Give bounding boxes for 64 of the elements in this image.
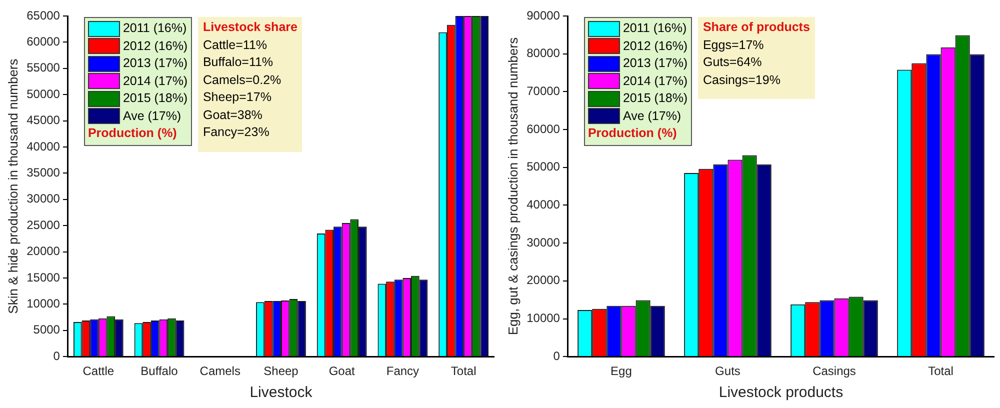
annotation: Sheep=17% [202, 89, 272, 106]
annotation: Guts=64% [702, 54, 763, 71]
y-tick-label: 45000 [26, 113, 60, 128]
x-tick-label: Guts [715, 364, 740, 378]
legend-label: 2013 (17%) [622, 55, 688, 72]
x-tick-label: Egg [610, 364, 632, 378]
y-tick-label: 40000 [26, 139, 60, 154]
legend-label: 2011 (16%) [622, 20, 687, 37]
legend-title: Production (%) [88, 125, 178, 142]
y-tick-label: 50000 [26, 86, 60, 101]
y-tick-label: 60000 [526, 122, 560, 136]
y-tick-label: 40000 [526, 198, 560, 212]
annotation: Buffalo=11% [202, 54, 274, 71]
annotation: Goat=38% [202, 106, 264, 124]
y-tick-label: 0 [553, 348, 560, 363]
y-tick-label: 10000 [26, 296, 60, 311]
legend-label: 2014 (17%) [622, 72, 688, 90]
y-tick-label: 20000 [526, 273, 560, 288]
legend-title: Production (%) [588, 125, 678, 142]
y-axis-title: Egg, gut & casings production in thousand numbers [505, 36, 520, 336]
y-tick-label: 30000 [26, 192, 60, 206]
legend-label: Ave (17%) [122, 108, 182, 125]
y-axis-title: Skin & hide production in thousand numbers [5, 58, 20, 314]
y-tick-label: 60000 [26, 34, 60, 49]
y-tick-label: 70000 [526, 84, 560, 98]
y-tick-label: 65000 [26, 8, 60, 22]
x-axis-title: Livestock [250, 384, 313, 402]
y-tick-label: 25000 [26, 218, 60, 232]
y-tick-label: 20000 [26, 244, 60, 258]
annotation: Fancy=23% [202, 124, 270, 141]
x-axis-title: Livestock products [718, 384, 844, 402]
y-tick-label: 15000 [26, 270, 60, 284]
y-tick-label: 5000 [33, 322, 60, 337]
x-tick-label: Total [450, 364, 476, 378]
x-tick-label: Buffalo [140, 364, 178, 378]
y-tick-label: 55000 [26, 60, 60, 75]
legend-label: 2015 (18%) [622, 90, 688, 107]
y-tick-label: 0 [53, 348, 60, 363]
x-tick-label: Fancy [386, 364, 420, 378]
x-tick-label: Cattle [82, 364, 114, 378]
legend-label: Ave (17%) [622, 108, 682, 125]
x-tick-label: Total [928, 364, 954, 378]
annotation: Livestock share [202, 19, 298, 36]
y-tick-label: 90000 [526, 8, 560, 22]
y-tick-label: 30000 [526, 235, 560, 250]
x-tick-label: Casings [812, 364, 856, 378]
x-tick-label: Goat [328, 364, 356, 378]
annotation: Share of products [702, 19, 810, 36]
y-tick-label: 10000 [526, 311, 560, 326]
annotation: Eggs=17% [702, 36, 765, 54]
annotation: Camels=0.2% [202, 72, 282, 88]
x-tick-label: Sheep [264, 364, 299, 378]
legend-label: 2011 (16%) [122, 20, 187, 37]
y-tick-label: 80000 [526, 46, 560, 60]
legend-label: 2014 (17%) [122, 72, 188, 90]
legend-label: 2013 (17%) [122, 55, 188, 72]
legend-label: 2015 (18%) [122, 90, 188, 107]
x-tick-label: Camels [200, 364, 240, 378]
annotation: Cattle=11% [202, 36, 268, 54]
legend-label: 2012 (16%) [122, 38, 188, 55]
legend-label: 2012 (16%) [622, 38, 688, 55]
y-tick-label: 50000 [526, 160, 560, 174]
annotation: Casings=19% [702, 72, 782, 89]
y-tick-label: 35000 [26, 166, 60, 180]
